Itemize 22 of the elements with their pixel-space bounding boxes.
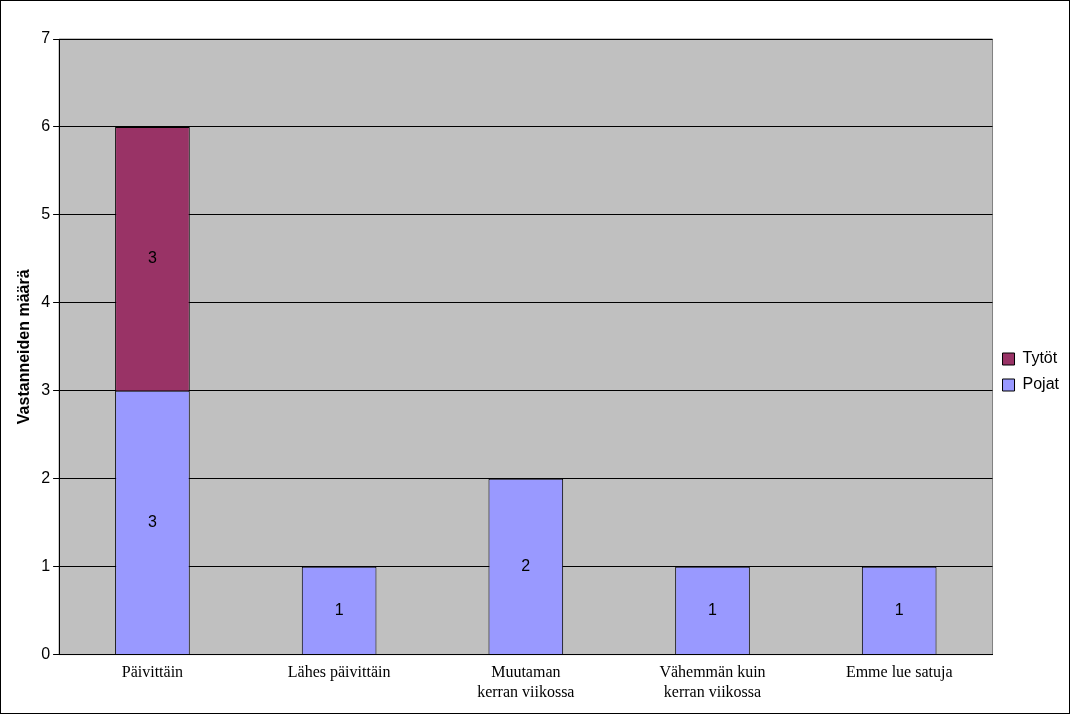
data-label: 3 [147,249,157,267]
data-label: 1 [894,600,904,618]
legend-label: Tytöt [1022,349,1058,367]
x-tick-label: Muutaman kerran viikossa [477,663,575,700]
y-tick-label: 7 [41,29,51,47]
y-tick-label: 3 [41,381,51,399]
x-tick-label: Vähemmän kuin kerran viikossa [659,663,766,700]
data-label: 1 [334,600,344,618]
y-tick-label: 6 [41,117,51,135]
y-tick-label: 4 [41,293,51,311]
y-tick-label: 5 [41,205,51,223]
y-tick-label: 2 [41,469,51,487]
y-tick-label: 1 [41,557,51,575]
y-axis-title: Vastanneiden määrä [15,269,33,425]
legend-label: Pojat [1022,375,1060,393]
x-tick-label: Lähes päivittäin [287,663,391,682]
y-tick-label: 0 [41,645,51,663]
x-tick-label: Päivittäin [121,663,184,681]
data-label: 3 [147,512,157,530]
data-label: 2 [521,556,531,574]
data-label: 1 [708,600,718,618]
x-tick-label: Emme lue satuja [845,663,953,682]
